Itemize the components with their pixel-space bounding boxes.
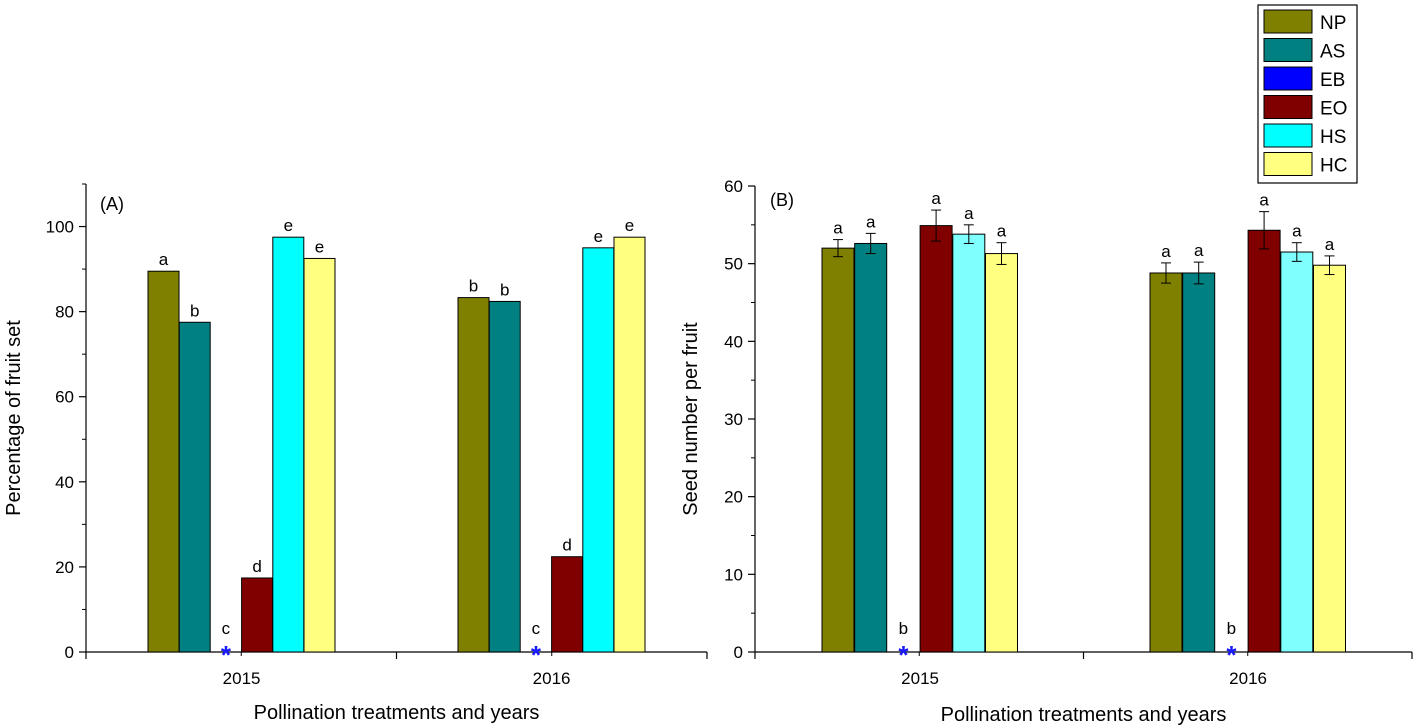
bar-as-2016 (488, 300, 521, 653)
bar-hs-2016 (582, 247, 615, 653)
bar-eo-2016 (551, 556, 584, 653)
significance-label: a (1194, 241, 1204, 260)
chart-panel-a: 0 20 40 60 80 100 2015 2016 Pollination treatmen… (3, 183, 708, 724)
bar-hc-2016 (613, 236, 646, 653)
bar-hs-2016 (1280, 251, 1314, 653)
y-tick-label: 80 (55, 303, 74, 322)
significance-label: a (1259, 191, 1269, 210)
x-tick-label: 2015 (901, 669, 939, 688)
bar-np-2016 (457, 297, 490, 653)
y-tick-label: 50 (724, 255, 743, 274)
legend-label-eb: EB (1320, 70, 1345, 91)
y-tick-label: 30 (724, 410, 743, 429)
bar-as-2015 (178, 321, 211, 653)
significance-label: a (159, 250, 169, 269)
bar-eo-2015 (919, 225, 953, 653)
significance-label: e (625, 216, 634, 235)
legend-label-as: AS (1320, 42, 1345, 63)
x-axis-title: Pollination treatments and years (941, 704, 1227, 725)
significance-label: c (532, 619, 541, 638)
significance-label: b (500, 280, 509, 299)
legend: NP AS EB EO HS HC (1257, 4, 1358, 184)
bar-as-2015 (854, 242, 888, 653)
significance-label: a (1292, 222, 1302, 241)
x-tick-label: 2016 (533, 669, 571, 688)
bar-np-2016 (1149, 272, 1183, 653)
y-tick-label: 10 (724, 565, 743, 584)
bar-eo-2016 (1247, 229, 1281, 653)
legend-swatch-eo (1263, 95, 1313, 119)
legend-swatch-hc (1263, 152, 1313, 176)
significance-label: a (997, 222, 1007, 241)
zero-marker: * (531, 640, 542, 670)
y-tick-label: 40 (55, 473, 74, 492)
significance-label: a (833, 219, 843, 238)
bar-hs-2015 (272, 236, 305, 653)
zero-marker: * (898, 640, 909, 670)
y-tick-label: 60 (55, 388, 74, 407)
bar-hs-2015 (952, 233, 986, 653)
y-tick-label: 100 (46, 218, 74, 237)
significance-label: b (469, 277, 478, 296)
y-tick-label: 60 (724, 177, 743, 196)
panel-label: (B) (770, 190, 794, 210)
y-tick-label: 40 (724, 332, 743, 351)
bar-as-2016 (1182, 272, 1216, 653)
significance-label: e (315, 237, 324, 256)
significance-label: b (899, 619, 908, 638)
legend-label-hc: HC (1320, 156, 1347, 177)
significance-label: b (1227, 619, 1236, 638)
bar-hc-2015 (303, 257, 336, 653)
y-tick-label: 20 (55, 558, 74, 577)
significance-label: a (1161, 242, 1171, 261)
significance-label: e (594, 227, 603, 246)
legend-swatch-as (1263, 38, 1313, 62)
bar-np-2015 (147, 270, 180, 653)
y-axis-title: Percentage of fruit set (3, 320, 25, 516)
y-axis-title: Seed number per fruit (680, 322, 702, 516)
y-tick-label: 0 (65, 643, 74, 662)
bar-hc-2015 (985, 253, 1018, 653)
legend-swatch-eb (1263, 66, 1313, 91)
significance-label: c (222, 619, 231, 638)
significance-label: a (866, 212, 876, 231)
x-axis-title: Pollination treatments and years (254, 702, 540, 724)
significance-label: d (252, 557, 261, 576)
legend-label-eo: EO (1320, 99, 1347, 120)
panel-label: (A) (100, 194, 124, 214)
significance-label: d (562, 536, 571, 555)
significance-label: a (1325, 235, 1335, 254)
bar-np-2015 (821, 247, 855, 653)
legend-swatch-np (1263, 9, 1313, 34)
significance-label: e (284, 216, 293, 235)
y-tick-label: 0 (734, 643, 743, 662)
significance-label: a (964, 204, 974, 223)
y-tick-label: 20 (724, 488, 743, 507)
x-tick-label: 2016 (1229, 669, 1267, 688)
legend-label-hs: HS (1320, 127, 1346, 148)
bar-eo-2015 (241, 577, 274, 653)
significance-label: b (190, 301, 199, 320)
zero-marker: * (1226, 640, 1237, 670)
significance-label: a (931, 189, 941, 208)
bar-hc-2016 (1313, 264, 1346, 653)
legend-label-np: NP (1320, 13, 1346, 34)
x-tick-label: 2015 (223, 669, 261, 688)
legend-swatch-hs (1263, 123, 1313, 148)
zero-marker: * (221, 640, 232, 670)
